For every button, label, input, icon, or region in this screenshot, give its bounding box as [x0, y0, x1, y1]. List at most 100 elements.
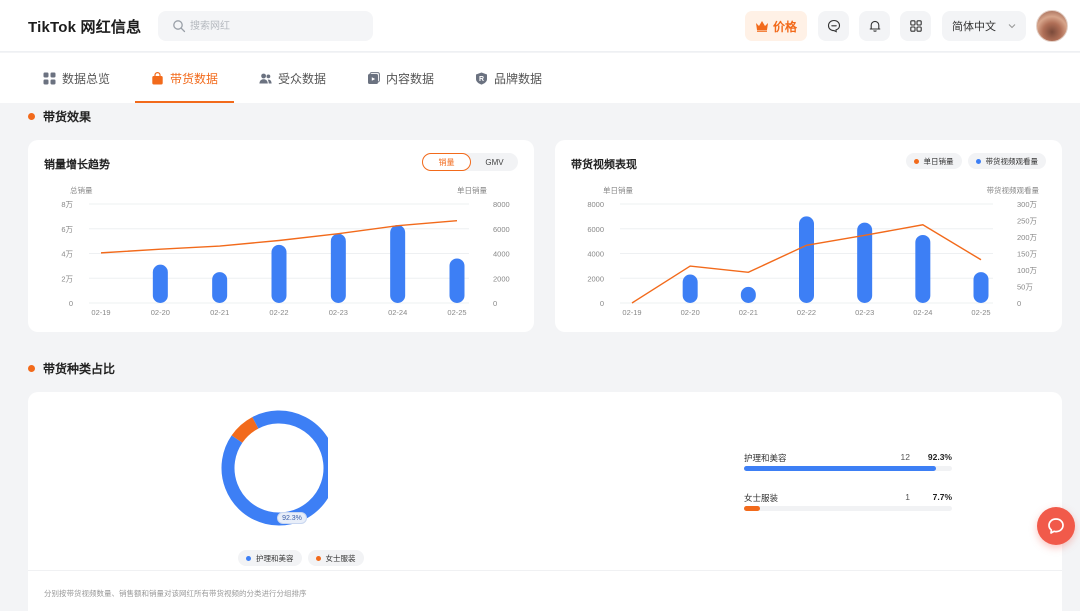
section-title-category-share-text: 带货种类占比	[43, 362, 116, 376]
x-tick-label: 02-24	[388, 308, 407, 317]
toggle-gmv[interactable]: GMV	[485, 157, 504, 167]
series-line	[631, 224, 982, 304]
live-chat-button[interactable]	[1037, 507, 1075, 545]
category-progress-track	[744, 466, 952, 471]
price-button[interactable]: 价格	[745, 11, 807, 41]
donut-percentage-tag: 92.3%	[277, 512, 307, 524]
category-row-percent: 7.7%	[932, 492, 952, 502]
y-left-tick-label: 6万	[61, 225, 73, 234]
y-right-tick-label: 0	[493, 299, 497, 308]
category-progress-fill	[744, 506, 761, 511]
y-right-tick-label: 300万	[1017, 200, 1038, 209]
category-row-percent: 92.3%	[927, 452, 952, 462]
tab-content[interactable]: 内容数据	[367, 53, 434, 103]
donut-slice	[221, 410, 328, 526]
y-left-tick-label: 2万	[61, 274, 73, 283]
svg-text:R: R	[479, 76, 484, 83]
legend-dot-orange	[315, 555, 321, 561]
category-footnote: 分别按带货视频数量、销售额和销量对该网红所有带货视频的分类进行分组排序	[44, 589, 307, 598]
legend-label-video-views: 带货视频观看量	[985, 156, 1039, 166]
bell-icon	[869, 20, 880, 32]
apps-button[interactable]	[900, 11, 931, 41]
y-left-tick-label: 0	[69, 299, 73, 308]
legend-item-womens-clothing[interactable]: 女士服装	[307, 550, 364, 566]
user-avatar[interactable]	[1036, 10, 1068, 42]
shopping-bag-icon	[152, 71, 163, 84]
grid-icon	[43, 72, 56, 84]
legend-item-daily-sales[interactable]: 单日销量	[905, 153, 962, 169]
tab-brand[interactable]: R 品牌数据	[475, 53, 542, 103]
tab-content-label: 内容数据	[386, 71, 435, 86]
legend-label-womens-clothing: 女士服装	[325, 553, 356, 563]
y-right-tick-label: 150万	[1017, 250, 1038, 259]
bar	[915, 234, 931, 303]
search-input[interactable]	[190, 11, 360, 41]
tab-overview-label: 数据总览	[62, 71, 111, 86]
category-share-card: 92.3% 护理和美容 女士服装 护理和美容 12 92.3% 女士服装 1 7…	[28, 392, 1062, 611]
price-label: 价格	[772, 19, 797, 34]
bar	[799, 216, 814, 303]
category-progress-fill	[744, 466, 936, 471]
language-label: 简体中文	[952, 21, 996, 33]
legend-dot-blue	[975, 158, 981, 164]
bar	[390, 225, 406, 303]
legend-item-beauty[interactable]: 护理和美容	[238, 550, 302, 566]
video-performance-chart: 0 2000 4000 6000 8000 0 50万 100万 150万 200万 250万 300…	[587, 200, 1038, 317]
search-icon	[173, 20, 186, 33]
y-left-tick-label: 4000	[587, 250, 604, 259]
y-right-tick-label: 4000	[493, 250, 510, 259]
x-tick-label: 02-19	[91, 308, 110, 317]
section-dot	[28, 113, 35, 120]
legend-label-beauty: 护理和美容	[256, 553, 294, 563]
y-right-tick-label: 50万	[1017, 283, 1033, 292]
y-left-tick-label: 4万	[61, 250, 73, 259]
users-icon	[259, 73, 272, 83]
x-tick-label: 02-21	[739, 308, 758, 317]
tab-sales[interactable]: 带货数据	[135, 53, 235, 103]
category-row-label: 护理和美容	[744, 453, 787, 463]
search-box[interactable]	[158, 11, 373, 41]
message-button[interactable]	[818, 11, 849, 41]
metric-toggle: 销量 GMV	[422, 153, 518, 171]
bar	[152, 264, 168, 303]
notification-button[interactable]	[859, 11, 890, 41]
section-title-category-share: 带货种类占比	[28, 360, 115, 377]
y-right-tick-label: 2000	[493, 274, 510, 283]
tab-audience-label: 受众数据	[278, 71, 327, 86]
sales-trend-chart: 0 2万 4万 6万 8万 0 2000 4000 6000 8000 02-19 02-20 02-2…	[61, 200, 510, 317]
bar	[449, 258, 465, 303]
y-right-tick-label: 6000	[493, 225, 510, 234]
y-right-tick-label: 0	[1017, 299, 1021, 308]
tab-audience[interactable]: 受众数据	[259, 53, 326, 103]
video-performance-card: 带货视频表现 单日销量 带货视频观看量 单日销量 带货视频观看量 0 2000 40…	[555, 140, 1062, 332]
bar	[212, 272, 228, 303]
category-progress-track	[744, 506, 952, 511]
x-tick-label: 02-19	[622, 308, 641, 317]
crown-icon	[755, 21, 768, 32]
toggle-sales-volume[interactable]: 销量	[422, 153, 471, 171]
x-tick-label: 02-20	[681, 308, 700, 317]
section-title-sales-effect-text: 带货效果	[43, 110, 92, 124]
y-right-tick-label: 100万	[1017, 266, 1038, 275]
y-left-tick-label: 6000	[587, 225, 604, 234]
bar	[740, 286, 756, 303]
category-donut-chart	[221, 410, 328, 526]
tab-overview[interactable]: 数据总览	[43, 53, 110, 103]
language-select[interactable]: 简体中文	[942, 11, 1026, 41]
apps-grid-icon	[909, 20, 922, 32]
legend-dot-orange	[913, 158, 919, 164]
series-line	[100, 220, 458, 254]
x-tick-label: 02-25	[447, 308, 466, 317]
brand-badge-icon: R	[476, 72, 487, 85]
y-left-tick-label: 8000	[587, 200, 604, 209]
y-right-tick-label: 8000	[493, 200, 510, 209]
x-tick-label: 02-23	[855, 308, 874, 317]
x-tick-label: 02-24	[913, 308, 932, 317]
bar	[330, 233, 346, 303]
bar	[271, 244, 287, 303]
legend-item-video-views[interactable]: 带货视频观看量	[967, 153, 1046, 169]
chat-bubble-icon	[827, 19, 840, 33]
x-tick-label: 02-20	[151, 308, 170, 317]
category-row-count: 1	[905, 492, 910, 502]
category-row-count: 12	[900, 452, 910, 462]
